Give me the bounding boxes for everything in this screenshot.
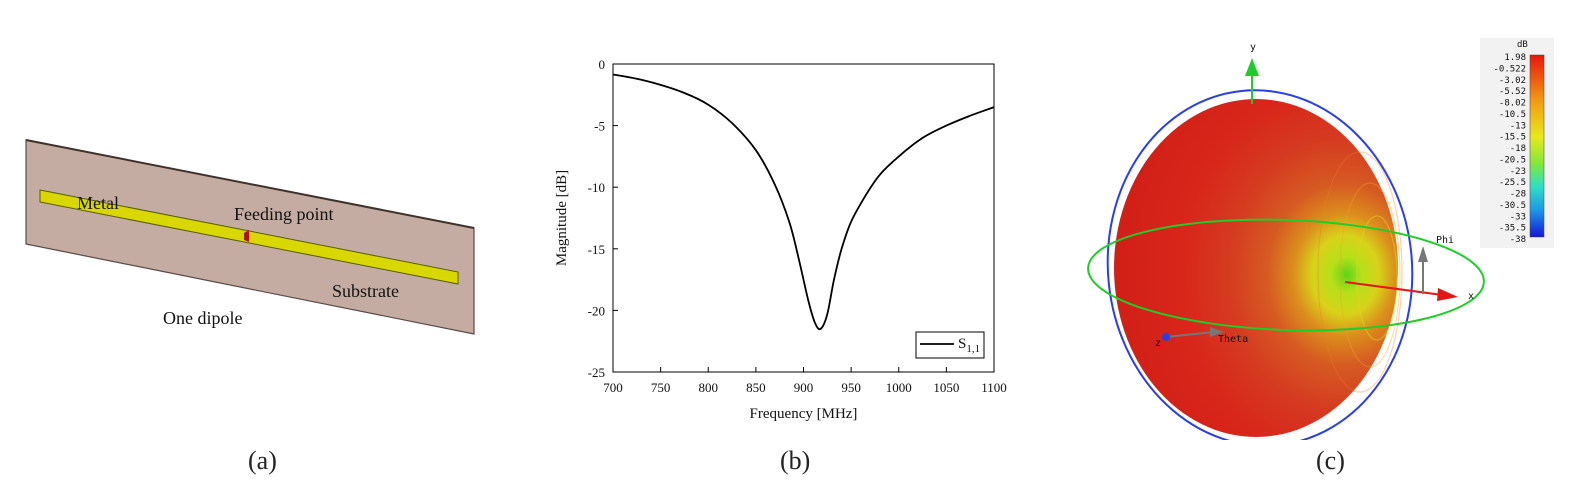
theta-arrow — [1165, 331, 1215, 338]
colorbar-tick-label: -25.5 — [1499, 178, 1526, 188]
z-axis-point — [1162, 333, 1170, 341]
y-tick-label: 0 — [599, 57, 606, 72]
feeding-point-marker — [244, 230, 249, 242]
radiation-lobe — [1114, 99, 1398, 437]
y-tick-label: -20 — [588, 303, 605, 318]
colorbar-tick-label: -8.02 — [1499, 99, 1526, 109]
legend-label-s11: S1,1 — [958, 336, 980, 355]
colorbar-tick-label: -35.5 — [1499, 224, 1526, 234]
x-tick-label: 1100 — [981, 380, 1007, 395]
legend-box — [915, 331, 985, 359]
x-axis-arrow — [1344, 281, 1451, 297]
colorbar-tick-label: -33 — [1510, 212, 1526, 222]
caption-a: (a) — [248, 446, 277, 475]
colorbar-gradient — [1529, 54, 1545, 238]
x-tick-label: 750 — [651, 380, 671, 395]
x-tick-label: 950 — [841, 380, 861, 395]
plot-frame — [612, 63, 995, 373]
colorbar-tick-label: -23 — [1510, 167, 1526, 177]
x-tick-label: 900 — [794, 380, 814, 395]
lobe-contour-3 — [1356, 215, 1398, 341]
x-axis-arrowhead — [1437, 288, 1458, 301]
y-axis-label: Magnitude [dB] — [554, 170, 570, 266]
panel-c-radiation-pattern: y x Phi z Theta dB 1.98 -0.522 -3.02 -5.52 -… — [1040, 0, 1576, 504]
label-feeding-point: Feeding point — [234, 204, 334, 224]
caption-c: (c) — [1316, 446, 1345, 475]
y-axis-arrowhead — [1245, 58, 1259, 76]
legend: S1,1 — [915, 331, 985, 359]
colorbar-tick-label: -5.52 — [1499, 87, 1526, 97]
y-tick-label: -5 — [594, 119, 605, 134]
colorbar-tick-label: -38 — [1510, 235, 1526, 245]
colorbar-tick-label: -0.522 — [1493, 64, 1526, 74]
x-tick-label: 800 — [699, 380, 719, 395]
x-tick-label: 850 — [746, 380, 766, 395]
y-tick-label: -10 — [588, 180, 605, 195]
axis-label-y: y — [1250, 42, 1256, 53]
x-tick-label: 700 — [603, 380, 623, 395]
lobe-contour-2 — [1339, 182, 1401, 368]
label-one-dipole: One dipole — [163, 308, 242, 328]
radiation-pattern-3d: y x Phi z Theta dB 1.98-0.522 -3.02-5.52 -… — [1087, 38, 1554, 447]
label-phi: Phi — [1436, 235, 1454, 246]
label-metal: Metal — [77, 193, 119, 213]
y-tick-label: -25 — [588, 365, 605, 380]
s11-chart: 700 750 800 850 900 950 1000 1050 1100 0 -5 -10 -15 -… — [554, 57, 1007, 422]
label-theta: Theta — [1218, 334, 1248, 345]
colorbar-tick-label: -15.5 — [1499, 133, 1526, 143]
colorbar-tick-label: -18 — [1510, 144, 1526, 154]
axis-label-z: z — [1155, 338, 1161, 349]
colorbar-tick-label: -10.5 — [1499, 110, 1526, 120]
x-tick-label: 1000 — [886, 380, 912, 395]
colorbar-tick-label: -13 — [1510, 121, 1526, 131]
theta-arrowhead — [1210, 327, 1224, 337]
colorbar-tick-label: -30.5 — [1499, 201, 1526, 211]
axis-label-x: x — [1468, 291, 1474, 302]
series-line-s11 — [612, 73, 995, 331]
lobe-contour-1 — [1317, 151, 1403, 393]
caption-b: (b) — [780, 446, 811, 475]
y-tick-label: -15 — [588, 242, 605, 257]
colorbar-unit: dB — [1517, 40, 1528, 50]
panel-b-s11-chart: 700 750 800 850 900 950 1000 1050 1100 0 -5 -10 -15 -… — [530, 0, 1030, 504]
phi-arrowhead — [1418, 246, 1428, 262]
x-axis-label: Frequency [MHz] — [750, 406, 858, 422]
dipole-model-drawing: Metal Feeding point Substrate One dipole — [25, 139, 475, 335]
colorbar-tick-label: 1.98 — [1504, 53, 1526, 63]
x-tick-label: 1050 — [933, 380, 959, 395]
theta-ring-green — [1087, 218, 1485, 332]
colorbar-tick-label: -28 — [1510, 190, 1526, 200]
label-substrate: Substrate — [332, 281, 399, 301]
panel-a-dipole-model: Metal Feeding point Substrate One dipole… — [0, 0, 520, 504]
substrate-top-edge — [25, 139, 475, 229]
colorbar-tick-label: -20.5 — [1499, 155, 1526, 165]
colorbar-tick-label: -3.02 — [1499, 76, 1526, 86]
